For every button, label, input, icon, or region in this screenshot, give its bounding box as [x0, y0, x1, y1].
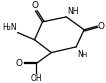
Text: O: O [16, 59, 23, 68]
Text: H₂N: H₂N [2, 23, 17, 32]
Text: NH: NH [67, 7, 79, 16]
Text: O: O [98, 22, 105, 31]
Text: O: O [31, 1, 38, 10]
Text: H: H [82, 52, 87, 58]
Text: OH: OH [31, 74, 42, 83]
Text: N: N [77, 50, 83, 59]
